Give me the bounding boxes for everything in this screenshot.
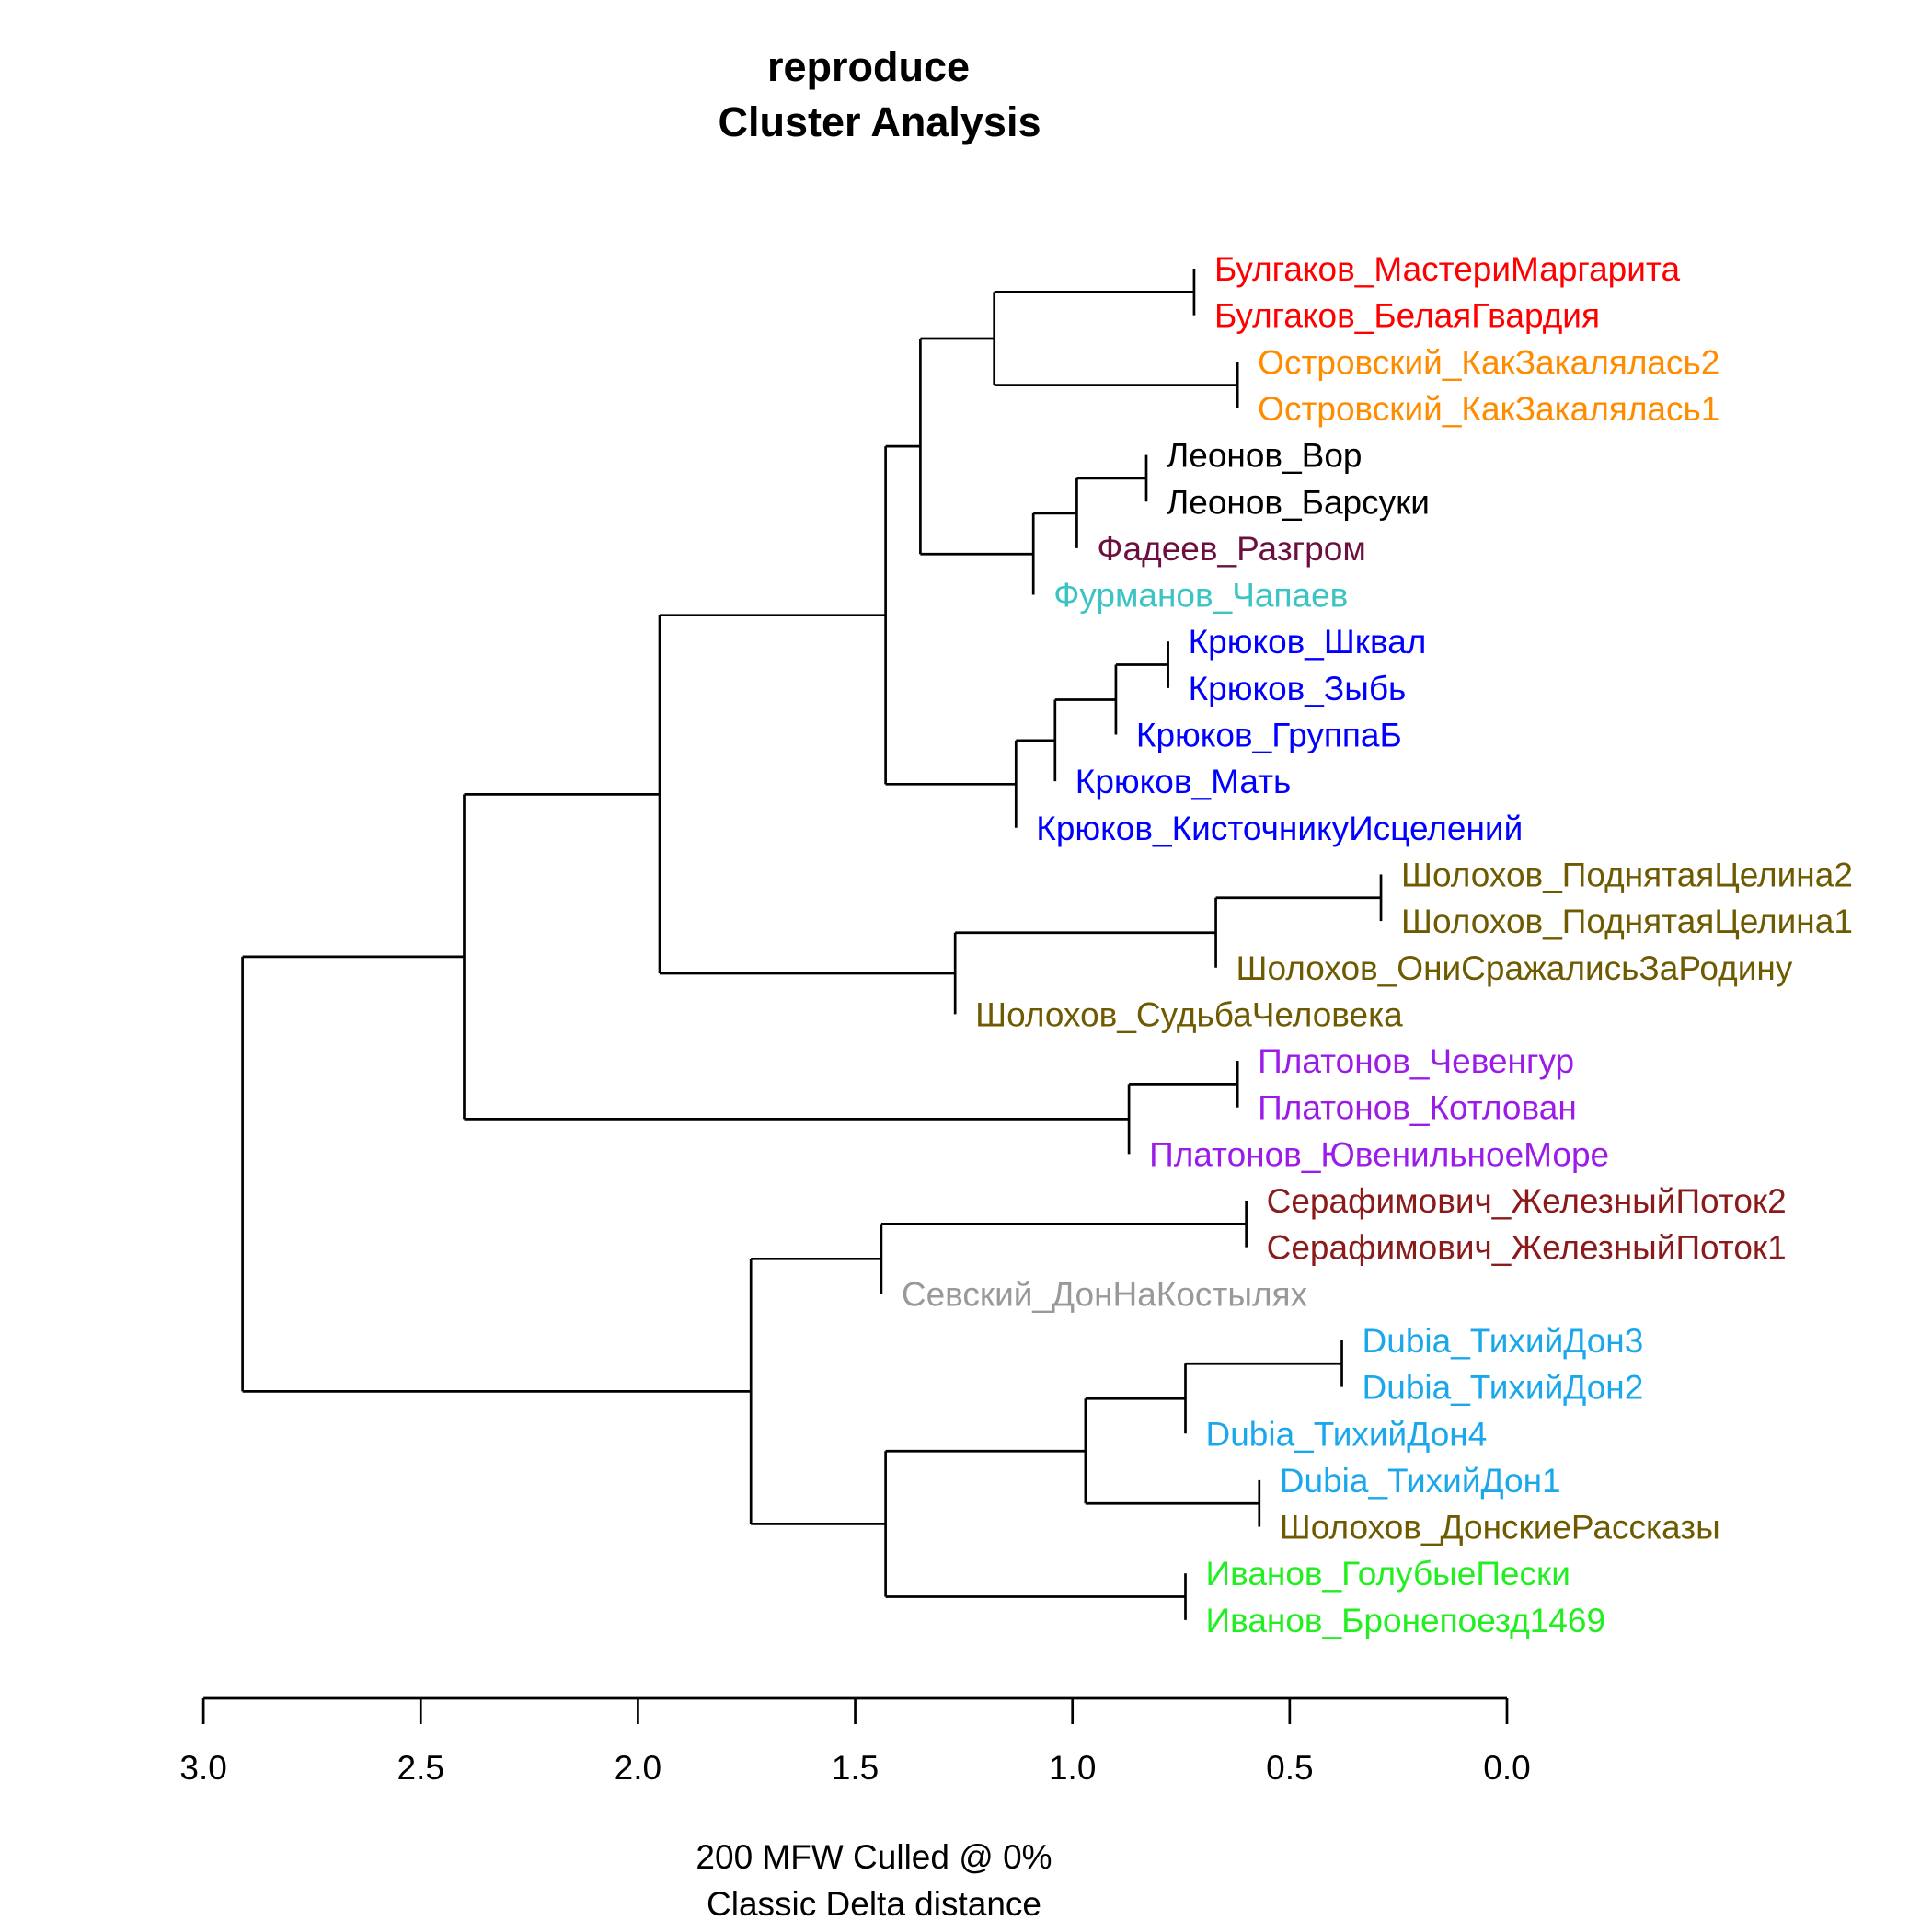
leaf-label: Шолохов_ПоднятаяЦелина1	[1401, 903, 1853, 940]
x-tick-label: 0.5	[1266, 1749, 1313, 1787]
x-tick-label: 2.5	[397, 1749, 444, 1787]
leaf-label: Dubia_ТихийДон4	[1205, 1415, 1487, 1453]
leaf-label: Платонов_Чевенгур	[1258, 1042, 1574, 1080]
x-tick-label: 3.0	[179, 1749, 226, 1787]
leaf-label: Серафимович_ЖелезныйПоток2	[1267, 1182, 1787, 1220]
leaf-label: Островский_КакЗакалялась2	[1258, 343, 1719, 381]
leaf-label: Крюков_Зыбь	[1189, 670, 1407, 707]
leaf-label: Dubia_ТихийДон2	[1363, 1369, 1644, 1407]
leaf-label: Фадеев_Разгром	[1097, 530, 1365, 568]
leaf-label: Иванов_Бронепоезд1469	[1205, 1602, 1605, 1639]
leaf-label: Шолохов_ОниСражалисьЗаРодину	[1236, 949, 1793, 987]
leaf-label: Серафимович_ЖелезныйПоток1	[1267, 1229, 1787, 1267]
leaf-label: Крюков_КисточникуИсцелений	[1036, 810, 1523, 847]
leaf-label: Крюков_Мать	[1075, 763, 1292, 800]
leaf-label: Dubia_ТихийДон3	[1363, 1322, 1644, 1360]
leaf-label: Платонов_Котлован	[1258, 1089, 1577, 1127]
leaf-label: Крюков_ГруппаБ	[1136, 717, 1402, 754]
leaf-label: Иванов_ГолубыеПески	[1205, 1555, 1570, 1593]
x-tick-label: 1.5	[832, 1749, 879, 1787]
chart-title: reproduce	[767, 43, 970, 90]
x-axis-label-line1: 200 MFW Culled @ 0%	[696, 1838, 1052, 1876]
leaf-label: Крюков_Шквал	[1189, 623, 1427, 661]
x-axis: 3.0 2.5 2.0 1.5 1.0 0.5 0.0	[179, 1696, 1531, 1787]
leaf-label: Шолохов_ДонскиеРассказы	[1280, 1509, 1720, 1547]
x-tick-label: 2.0	[615, 1749, 661, 1787]
x-tick-label: 1.0	[1049, 1749, 1096, 1787]
x-tick-label: 0.0	[1483, 1749, 1530, 1787]
leaf-label: Леонов_Барсуки	[1167, 483, 1430, 521]
leaf-label: Островский_КакЗакалялась1	[1258, 390, 1719, 428]
leaf-label: Шолохов_СудьбаЧеловека	[975, 995, 1403, 1033]
dendrogram-branches	[241, 269, 1383, 1620]
x-axis-label-line2: Classic Delta distance	[707, 1885, 1041, 1923]
leaf-label: Dubia_ТихийДон1	[1280, 1462, 1561, 1500]
chart-subtitle: Cluster Analysis	[719, 98, 1041, 145]
leaf-label: Булгаков_БелаяГвардия	[1214, 297, 1600, 335]
leaf-labels: Булгаков_МастериМаргарита Булгаков_БелаяГ…	[902, 250, 1853, 1639]
leaf-label: Леонов_Вор	[1167, 437, 1363, 475]
leaf-label: Платонов_ЮвенильноеМоре	[1149, 1135, 1609, 1173]
leaf-label: Булгаков_МастериМаргарита	[1214, 250, 1681, 288]
leaf-label: Фурманов_Чапаев	[1053, 577, 1348, 615]
leaf-label: Шолохов_ПоднятаяЦелина2	[1401, 856, 1853, 893]
leaf-label: Севский_ДонНаКостылях	[902, 1275, 1308, 1313]
